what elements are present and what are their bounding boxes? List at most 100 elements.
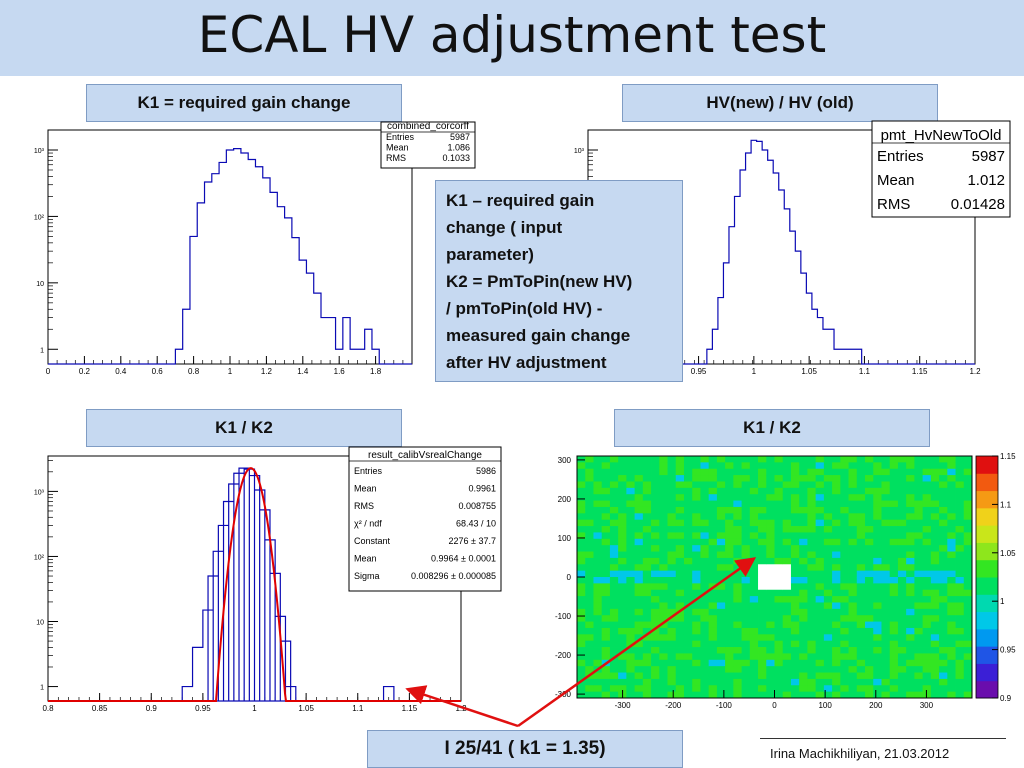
- heatmap-cell: [963, 456, 973, 463]
- y-tick-label: 1: [40, 685, 44, 692]
- heatmap-cell: [651, 570, 660, 578]
- heatmap-cell: [865, 653, 874, 661]
- heatmap-cell: [832, 685, 841, 693]
- heatmap-cell: [733, 589, 742, 597]
- heatmap-cell: [832, 570, 841, 578]
- heatmap-cell: [725, 615, 734, 622]
- heatmap-cell: [963, 634, 973, 642]
- heatmap-cell: [708, 678, 718, 686]
- heatmap-cell: [939, 621, 948, 629]
- heatmap-cell: [618, 615, 627, 622]
- heatmap-cell: [774, 468, 784, 476]
- heatmap-cell: [766, 519, 775, 527]
- heatmap-cell: [642, 691, 652, 699]
- heatmap-cell: [947, 678, 956, 686]
- heatmap-cell: [700, 487, 710, 495]
- heatmap-cell: [930, 589, 940, 597]
- heatmap-cell: [593, 678, 603, 686]
- heatmap-cell: [708, 494, 718, 501]
- heatmap-cell: [618, 685, 627, 693]
- heatmap-cell: [601, 608, 611, 616]
- heatmap-cell: [634, 564, 644, 572]
- heatmap-cell: [700, 513, 710, 521]
- heatmap-cell: [758, 596, 767, 603]
- heatmap-cell: [889, 608, 899, 616]
- heatmap-cell: [922, 634, 932, 642]
- heatmap-cell: [683, 659, 693, 667]
- gaussian-fit-line: [48, 467, 461, 702]
- arrow-to-heatmap-hole: [517, 557, 757, 728]
- heatmap-cell: [840, 647, 849, 654]
- heatmap-cell: [947, 577, 956, 584]
- heatmap-cell: [856, 634, 866, 642]
- heatmap-cell: [947, 545, 956, 552]
- heatmap-cell: [692, 640, 701, 648]
- heatmap-cell: [601, 615, 611, 622]
- stats-title: pmt_HvNewToOld: [881, 127, 1002, 144]
- heatmap-cell: [848, 577, 858, 584]
- heatmap-cell: [930, 526, 940, 533]
- heatmap-cell: [823, 519, 833, 527]
- heatmap-cell: [799, 500, 808, 508]
- heatmap-cell: [700, 506, 710, 514]
- heatmap-cell: [889, 475, 899, 482]
- heatmap-cell: [593, 564, 603, 572]
- heatmap-cell: [593, 653, 603, 661]
- heatmap-cell: [889, 551, 899, 559]
- heatmap-cell: [700, 475, 710, 482]
- heatmap-cell: [634, 487, 644, 495]
- heatmap-cell: [683, 456, 693, 463]
- heatmap-cell: [716, 608, 726, 616]
- heatmap-cell: [659, 487, 668, 495]
- heatmap-cell: [741, 653, 751, 661]
- heatmap-cell: [651, 685, 660, 693]
- heatmap-cell: [782, 589, 792, 597]
- heatmap-cell: [939, 577, 948, 584]
- heatmap-cell: [955, 519, 965, 527]
- title-bar: [0, 0, 1024, 76]
- heatmap-cell: [766, 678, 775, 686]
- heatmap-cell: [708, 506, 718, 514]
- heatmap-cell: [577, 468, 586, 476]
- heatmap-cell: [766, 666, 775, 673]
- heatmap-cell: [881, 468, 891, 476]
- heatmap-cell: [906, 557, 915, 565]
- color-scale-swatch: [976, 559, 998, 578]
- heatmap-cell: [725, 557, 734, 565]
- heatmap-cell: [840, 564, 849, 572]
- heatmap-cell: [856, 532, 866, 540]
- heatmap-cell: [626, 627, 636, 635]
- heatmap-cell: [733, 627, 742, 635]
- heatmap-cell: [585, 627, 594, 635]
- heatmap-cell: [708, 653, 718, 661]
- heatmap-cell: [914, 666, 924, 673]
- heatmap-cell: [914, 602, 924, 610]
- heatmap-cell: [626, 608, 636, 616]
- heatmap-cell: [618, 659, 627, 667]
- heatmap-cell: [749, 475, 759, 482]
- heatmap-cell: [716, 685, 726, 693]
- heatmap-cell: [799, 456, 808, 463]
- heatmap-cell: [609, 519, 619, 527]
- heatmap-cell: [585, 519, 594, 527]
- heatmap-cell: [782, 634, 792, 642]
- heatmap-cell: [906, 506, 915, 514]
- heatmap-cell: [955, 691, 965, 699]
- heatmap-cell: [651, 602, 660, 610]
- heatmap-cell: [725, 456, 734, 463]
- heatmap-cell: [766, 647, 775, 654]
- heatmap-cell: [955, 640, 965, 648]
- heatmap-cell: [683, 653, 693, 661]
- heatmap-cell: [642, 519, 652, 527]
- heatmap-cell: [807, 627, 817, 635]
- heatmap-cell: [947, 672, 956, 680]
- heatmap-cell: [766, 564, 775, 572]
- heatmap-cell: [840, 532, 849, 540]
- heatmap-cell: [840, 659, 849, 667]
- heatmap-cell: [700, 691, 710, 699]
- heatmap-cell: [585, 577, 594, 584]
- heatmap-cell: [947, 608, 956, 616]
- heatmap-cell: [897, 494, 907, 501]
- heatmap-cell: [815, 583, 825, 591]
